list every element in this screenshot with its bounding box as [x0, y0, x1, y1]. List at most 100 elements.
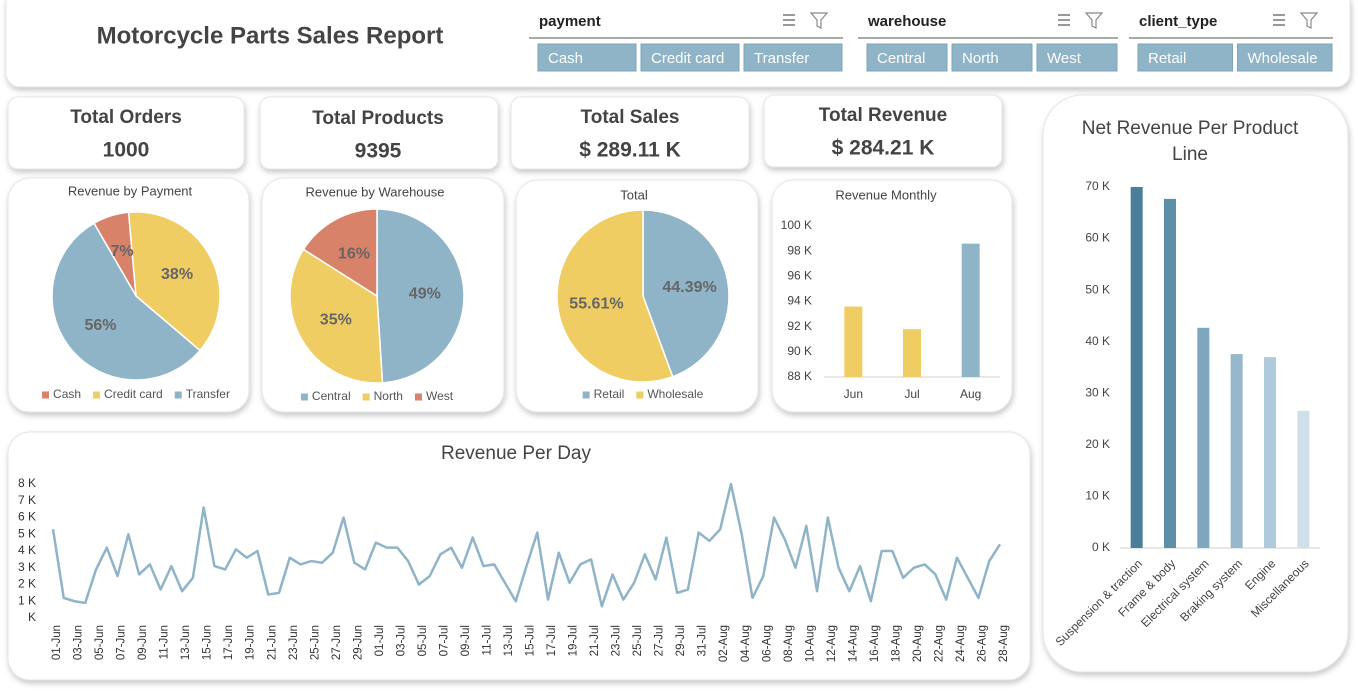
x-tick-label: 31-Jul	[697, 625, 709, 656]
x-tick-label: 11-Jul	[481, 625, 493, 655]
x-tick-label: 19-Jun	[245, 625, 257, 660]
slicer-item[interactable]: Wholesale	[1248, 50, 1318, 67]
legend-label: West	[426, 389, 454, 403]
kpi-value: $ 289.11 K	[579, 139, 681, 162]
data-label: 16%	[338, 245, 370, 262]
legend-swatch	[174, 391, 182, 399]
data-label: 7%	[111, 243, 134, 260]
slicer-item[interactable]: North	[962, 50, 999, 67]
chart-title: Revenue Per Day	[441, 443, 591, 464]
data-label: 44.39%	[662, 279, 716, 296]
y-tick-label: 7 K	[18, 493, 36, 507]
x-tick-label: 24-Aug	[955, 625, 967, 662]
slicer-button[interactable]	[1036, 43, 1118, 72]
slicer-button[interactable]	[743, 43, 843, 72]
slicer-button[interactable]	[640, 43, 740, 72]
x-tick-label: 10-Aug	[804, 625, 816, 662]
slicer-button[interactable]	[951, 43, 1033, 72]
x-tick-label: 17-Jun	[223, 625, 235, 660]
kpi-label: Total Orders	[70, 107, 182, 128]
x-tick-label: 22-Aug	[933, 625, 945, 662]
pie-slice	[51, 222, 202, 381]
x-tick-label: 03-Jul	[395, 625, 407, 656]
bar	[961, 243, 980, 377]
legend-swatch	[300, 393, 308, 401]
bar	[1164, 198, 1176, 548]
y-tick-label: 8 K	[18, 476, 36, 490]
y-tick-label: 4 K	[18, 543, 36, 557]
chart-title: Revenue by Warehouse	[306, 184, 445, 199]
y-tick-label: 88 K	[787, 369, 812, 383]
bar	[1264, 357, 1276, 548]
legend-swatch	[636, 391, 644, 399]
x-tick-label: 21-Jun	[266, 625, 278, 660]
y-tick-label: 94 K	[787, 294, 812, 308]
legend-swatch	[362, 393, 370, 401]
x-tick-label: 02-Aug	[718, 625, 730, 662]
legend-swatch	[582, 391, 590, 399]
slicer-item[interactable]: Cash	[548, 50, 583, 67]
report-title: Motorcycle Parts Sales Report	[97, 22, 444, 49]
y-tick-label: 50 K	[1085, 282, 1110, 296]
filter-icon	[809, 12, 829, 29]
x-tick-label: 27-Jul	[654, 625, 666, 656]
bar	[903, 329, 921, 377]
slicer-header: payment	[539, 13, 601, 30]
legend-label: Central	[312, 389, 351, 403]
x-tick-label: 12-Aug	[826, 625, 838, 662]
y-tick-label: 30 K	[1085, 385, 1110, 399]
y-tick-label: K	[28, 610, 36, 624]
y-tick-label: 1 K	[18, 593, 36, 607]
y-tick-label: 60 K	[1085, 231, 1110, 245]
slicer-button[interactable]	[1137, 43, 1233, 72]
x-tick-label: 05-Jun	[94, 625, 106, 660]
kpi-value: 1000	[103, 139, 150, 162]
y-tick-label: 90 K	[787, 344, 812, 358]
x-tick-label: 28-Aug	[998, 625, 1010, 662]
chart-title: Revenue by Payment	[68, 183, 193, 198]
bar	[1230, 354, 1243, 548]
x-tick-label: 03-Jun	[73, 625, 85, 660]
x-tick-label: 11-Jun	[159, 625, 171, 659]
y-tick-label: 10 K	[1085, 489, 1110, 503]
pie-slice	[302, 208, 378, 298]
pie-slice	[127, 211, 221, 352]
x-tick-label: 29-Jul	[675, 625, 687, 656]
x-tick-label: 25-Jun	[309, 625, 321, 660]
chart-title: Total	[620, 187, 648, 202]
x-tick-label: 20-Aug	[912, 625, 924, 662]
legend-swatch	[93, 391, 101, 399]
x-tick-label: 13-Jun	[180, 625, 192, 660]
x-tick-label: 21-Jul	[589, 625, 601, 656]
slicer-item[interactable]: West	[1047, 50, 1082, 67]
slicer-button[interactable]	[537, 43, 637, 72]
x-tick-label: 05-Jul	[417, 625, 429, 656]
slicer-button[interactable]	[866, 43, 948, 72]
kpi-label: Total Products	[312, 108, 444, 129]
y-tick-label: 0 K	[1092, 540, 1110, 554]
x-tick-label: 01-Jul	[374, 625, 386, 656]
x-tick-label: 25-Jul	[632, 625, 644, 656]
x-tick-label: 04-Aug	[740, 625, 752, 662]
slicer-item[interactable]: Retail	[1148, 50, 1186, 67]
y-tick-label: 20 K	[1085, 437, 1110, 451]
bar	[1197, 327, 1210, 548]
kpi-label: Total Sales	[581, 107, 680, 128]
x-tick-label: Jul	[904, 387, 919, 401]
slicer-item[interactable]: Transfer	[754, 50, 809, 67]
x-tick-label: 17-Jul	[546, 625, 558, 656]
x-tick-label: 27-Jun	[331, 625, 343, 660]
x-tick-label: 07-Jul	[438, 625, 450, 656]
x-tick-label: 29-Jun	[352, 625, 364, 660]
legend-swatch	[414, 393, 422, 401]
x-tick-label: 09-Jul	[460, 625, 472, 656]
filter-icon	[1299, 12, 1319, 29]
y-tick-label: 96 K	[787, 269, 812, 283]
legend-label: Retail	[594, 387, 625, 401]
kpi-value: 9395	[355, 140, 402, 163]
slicer-header: client_type	[1139, 13, 1217, 30]
slicer-button[interactable]	[1237, 43, 1333, 72]
slicer-item[interactable]: Central	[877, 50, 925, 67]
slicer-item[interactable]: Credit card	[651, 50, 724, 67]
